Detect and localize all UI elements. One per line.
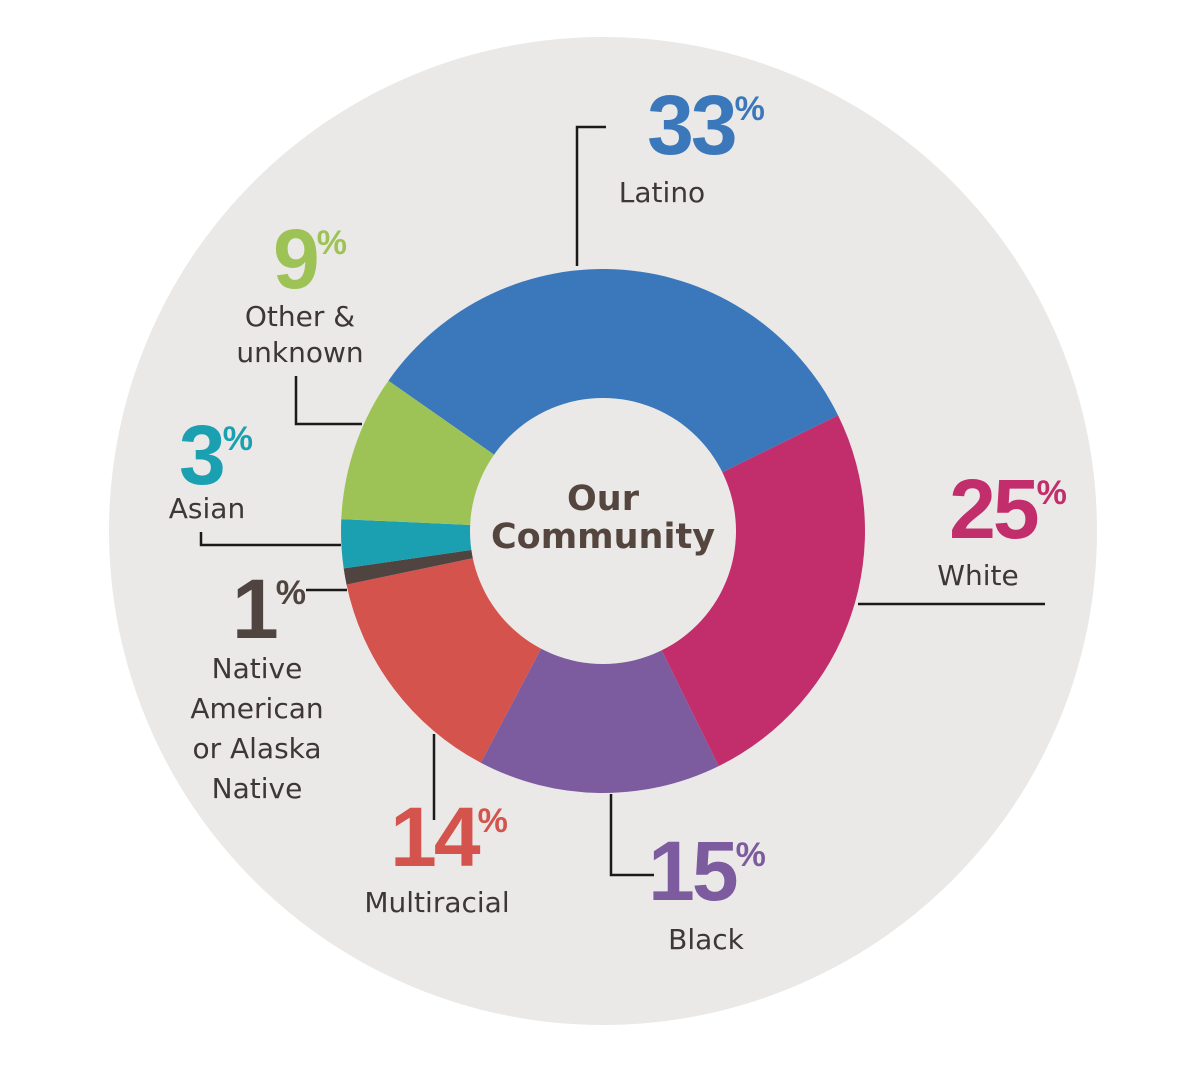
- donut-hole: [470, 398, 736, 664]
- category-label-native-american-or-alaska-native: Native American or Alaska Native: [190, 652, 323, 805]
- value-label-other-and-unknown: 9%: [273, 212, 347, 306]
- category-label-asian: Asian: [169, 492, 245, 525]
- category-label-multiracial: Multiracial: [364, 886, 509, 919]
- value-label-native-american-or-alaska-native: 1%: [232, 562, 306, 656]
- category-label-latino: Latino: [619, 176, 705, 209]
- value-label-latino: 33%: [647, 78, 765, 172]
- center-title: Our Community: [491, 479, 715, 557]
- leader-lines: [199, 125, 1045, 877]
- slice-labels: 33% Latino 25%White 15% Black 14%Multiracial 1…: [169, 78, 1067, 956]
- leader-black: [609, 794, 654, 877]
- leader-other-and-unknown: [294, 376, 362, 426]
- value-label-white: 25%: [949, 462, 1067, 556]
- value-label-asian: 3%: [179, 408, 253, 502]
- category-label-black: Black: [668, 923, 745, 956]
- category-label-other-and-unknown: Other & unknown: [236, 300, 363, 369]
- leader-asian: [199, 532, 341, 547]
- value-label-multiracial: 14%: [390, 790, 508, 884]
- center-label: Our Community: [491, 479, 715, 557]
- value-label-black: 15%: [648, 824, 766, 918]
- category-label-white: White: [937, 559, 1018, 592]
- leader-latino: [575, 125, 606, 266]
